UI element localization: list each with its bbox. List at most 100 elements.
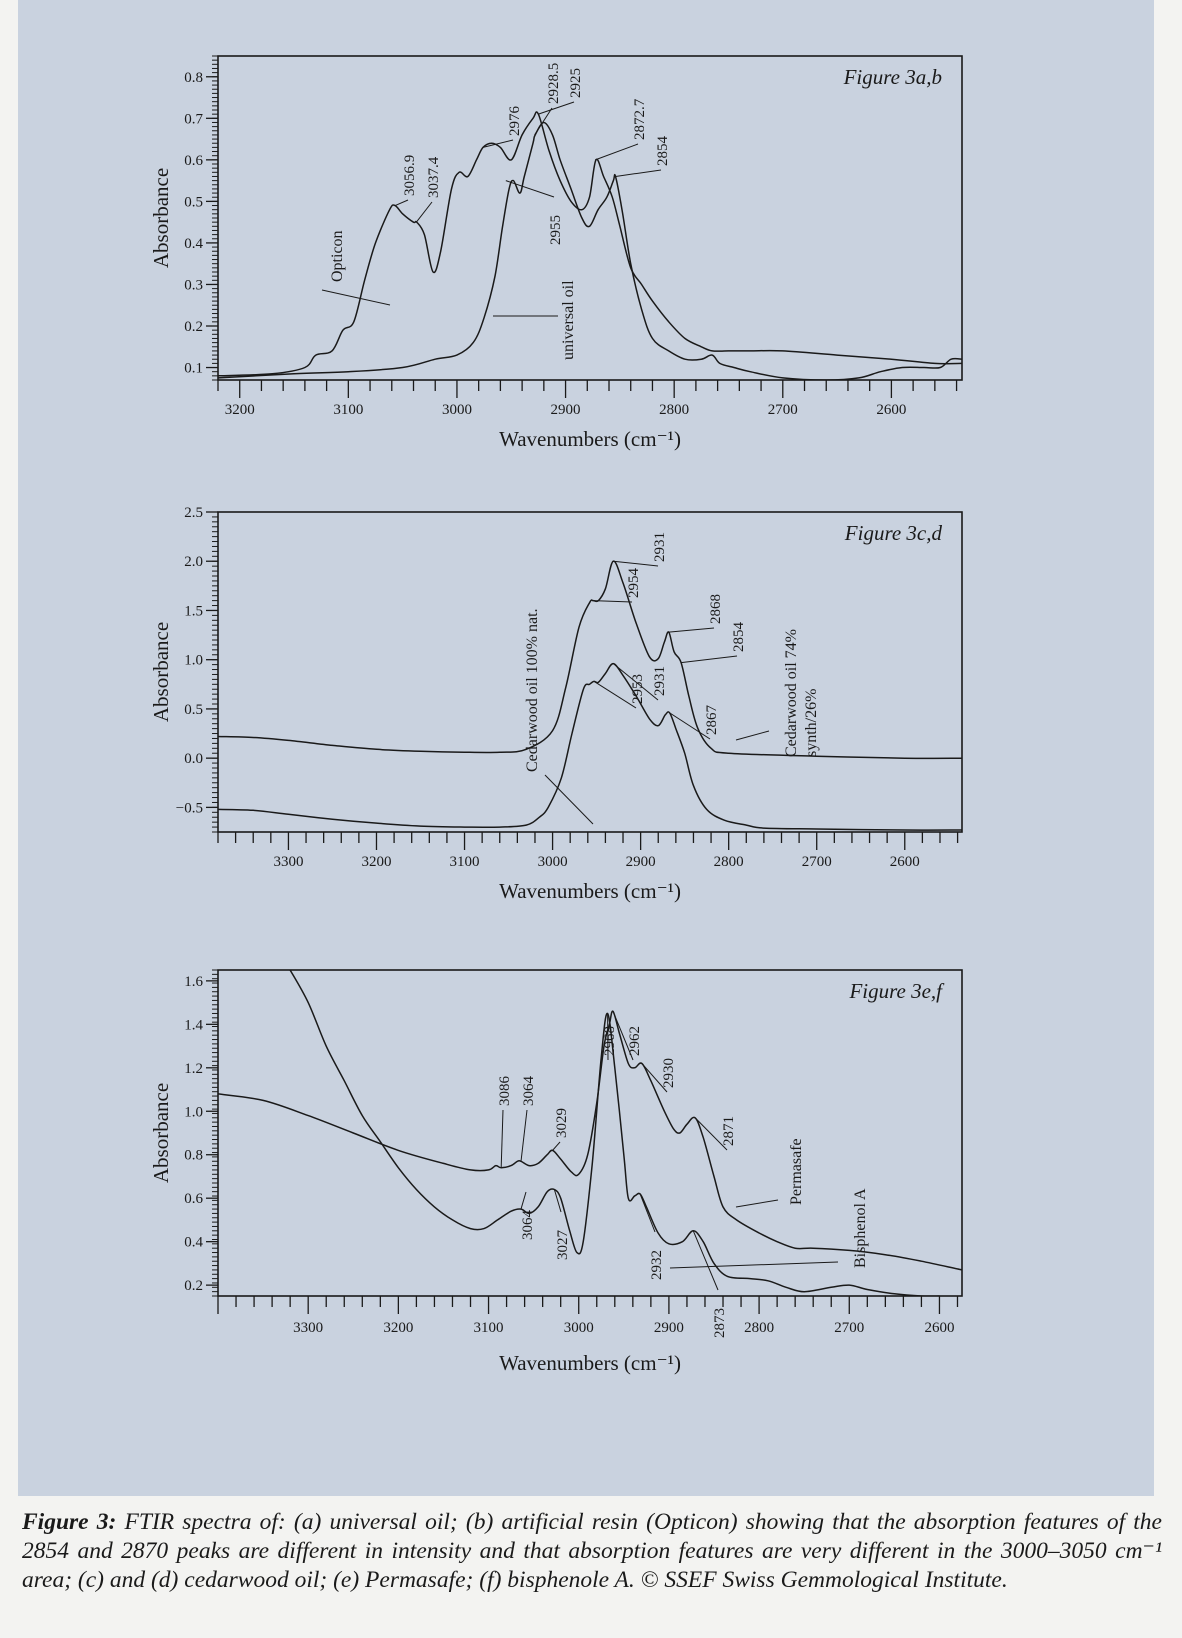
peak-label: 2962 [627,1026,643,1056]
y-tick-label: 0.0 [184,751,203,767]
peak-label: 2854 [731,622,747,653]
y-tick-label: 1.2 [184,1061,203,1077]
y-tick-label: 0.1 [184,361,203,377]
annotation-leader [641,1063,668,1093]
series-leader [321,289,391,306]
x-axis-label: Wavenumbers (cm⁻¹) [499,1351,681,1375]
annotation-leader [520,1109,528,1162]
series-line-cedarwood-oil-74-synth-26- [218,560,962,760]
annotation-leader [505,180,555,198]
peak-label: 2873 [712,1308,728,1338]
y-tick-label: 0.6 [184,153,203,169]
series-label: Cedarwood oil 100% nat. [524,608,541,772]
y-axis-label: Absorbance [149,1083,173,1183]
peak-label: 2854 [655,136,671,167]
x-tick-label: 3300 [293,1320,323,1336]
series-line-opticon [218,111,962,377]
y-tick-label: 0.6 [184,1191,203,1207]
x-tick-label: 2800 [714,854,744,870]
figure-caption: Figure 3: FTIR spectra of: (a) universal… [22,1508,1162,1595]
annotation-leader [639,1193,656,1233]
series-leader [735,1199,779,1208]
annotation-leader [613,663,659,701]
series-line-universal-oil [218,121,962,380]
x-tick-label: 2600 [890,854,920,870]
chart-title: Figure 3c,d [844,521,943,545]
y-tick-label: 2.0 [184,554,203,570]
y-tick-label: 0.7 [184,111,203,127]
annotation-leader [593,680,637,709]
annotation-leader [553,1189,562,1213]
y-axis-label: Absorbance [149,168,173,268]
series-label: universal oil [560,280,577,360]
series-leader [735,730,770,741]
plot-frame [217,511,963,833]
annotation-leader [538,101,575,115]
x-tick-label: 2700 [802,854,832,870]
x-tick-label: 3100 [333,402,363,418]
peak-label: 2931 [652,666,668,696]
y-tick-label: 0.8 [184,70,203,86]
peak-label: 3037.4 [426,156,442,198]
y-tick-label: 0.8 [184,1148,203,1164]
annotation-leader [534,107,553,136]
chart-2: 2.5 2.0 1.5 1.0 0.5 0.0 −0.5 3300 3200 3100 3000 29… [149,505,963,903]
peak-label: 2968 [602,1026,618,1056]
peak-label: 3027 [555,1230,571,1261]
y-tick-label: 1.4 [184,1017,203,1033]
y-tick-label: 1.6 [184,974,203,990]
x-tick-label: 3200 [361,854,391,870]
annotation-leader [415,201,433,223]
x-tick-label: 2900 [551,402,581,418]
series-label: Bisphenol A [852,1188,869,1268]
x-tick-label: 3200 [225,402,255,418]
y-tick-label: 1.0 [184,1104,203,1120]
x-tick-label: 3000 [564,1320,594,1336]
x-tick-label: 2700 [834,1320,864,1336]
annotation-leader [593,600,633,603]
peak-label: 2872.7 [632,98,648,140]
series-label: synth/26% [803,689,820,757]
peak-label: 2976 [507,106,523,137]
chart-1: 0.1 0.2 0.3 0.4 0.5 0.6 0.7 0.8 3200 3100 3000 2900… [149,55,963,451]
y-tick-label: −0.5 [176,800,203,816]
peak-label: 2871 [721,1116,737,1146]
peak-label: 2928.5 [546,63,562,104]
annotation-leader [668,627,715,633]
peak-label: 2930 [661,1058,677,1088]
peak-label: 2955 [548,215,564,245]
y-tick-label: 0.2 [184,1278,203,1294]
caption-text: FTIR spectra of: (a) universal oil; (b) … [22,1509,1162,1593]
y-axis-label: Absorbance [149,622,173,722]
annotation-leader [692,1230,719,1291]
peak-label: 2953 [630,674,646,704]
annotation-leader [500,1109,504,1168]
series-leader [544,774,594,825]
chart-title: Figure 3e,f [848,979,945,1003]
figure-panel: 0.1 0.2 0.3 0.4 0.5 0.6 0.7 0.8 3200 3100 3000 2900… [18,0,1154,1496]
peak-label: 2954 [626,568,642,599]
y-tick-label: 0.2 [184,319,203,335]
series-label: Cedarwood oil 74% [783,629,800,757]
annotation-leader [595,143,639,161]
x-axis-label: Wavenumbers (cm⁻¹) [499,427,681,451]
peak-label: 3064 [521,1076,537,1107]
chart-3: 0.2 0.4 0.6 0.8 1.0 1.2 1.4 1.6 3300 3200 3100 3000… [149,969,963,1375]
annotation-leader [552,1141,561,1151]
annotation-leader [482,139,514,148]
plot-frame [217,55,963,381]
peak-label: 2868 [708,594,724,624]
series-line-permasafe [218,1010,962,1271]
caption-label: Figure 3: [22,1509,117,1535]
peak-label: 2867 [704,705,720,736]
x-tick-label: 2900 [654,1320,684,1336]
annotation-leader [615,169,662,177]
annotation-leader [520,1191,527,1210]
plot-frame [217,969,963,1297]
annotation-leader [694,1117,728,1151]
chart-title: Figure 3a,b [843,65,942,89]
y-tick-label: 0.3 [184,277,203,293]
series-line-cedarwood-oil-100-nat- [218,662,962,831]
annotation-leader [394,199,409,206]
series-label: Permasafe [788,1138,805,1205]
